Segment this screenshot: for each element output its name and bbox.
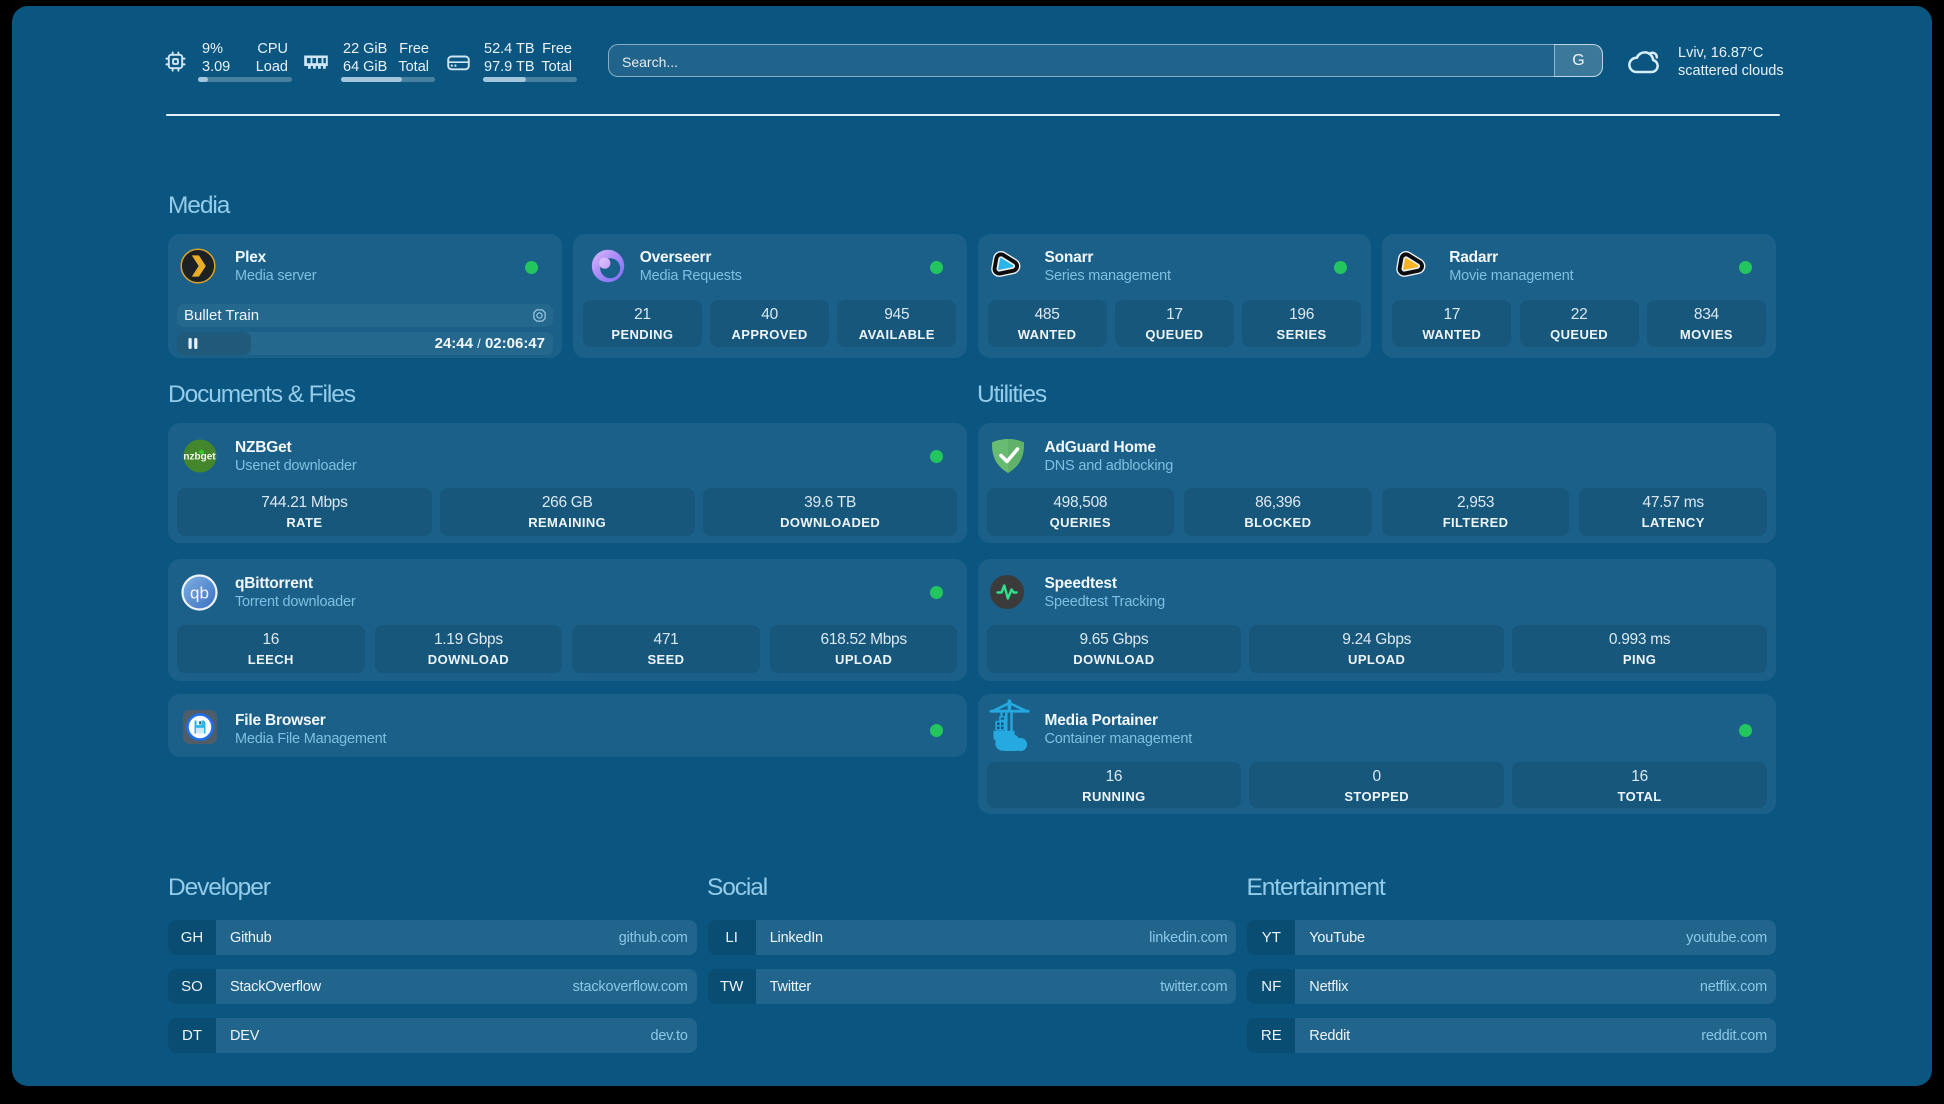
svg-text:qb: qb <box>190 584 209 603</box>
svg-text:nzbget: nzbget <box>183 452 216 463</box>
